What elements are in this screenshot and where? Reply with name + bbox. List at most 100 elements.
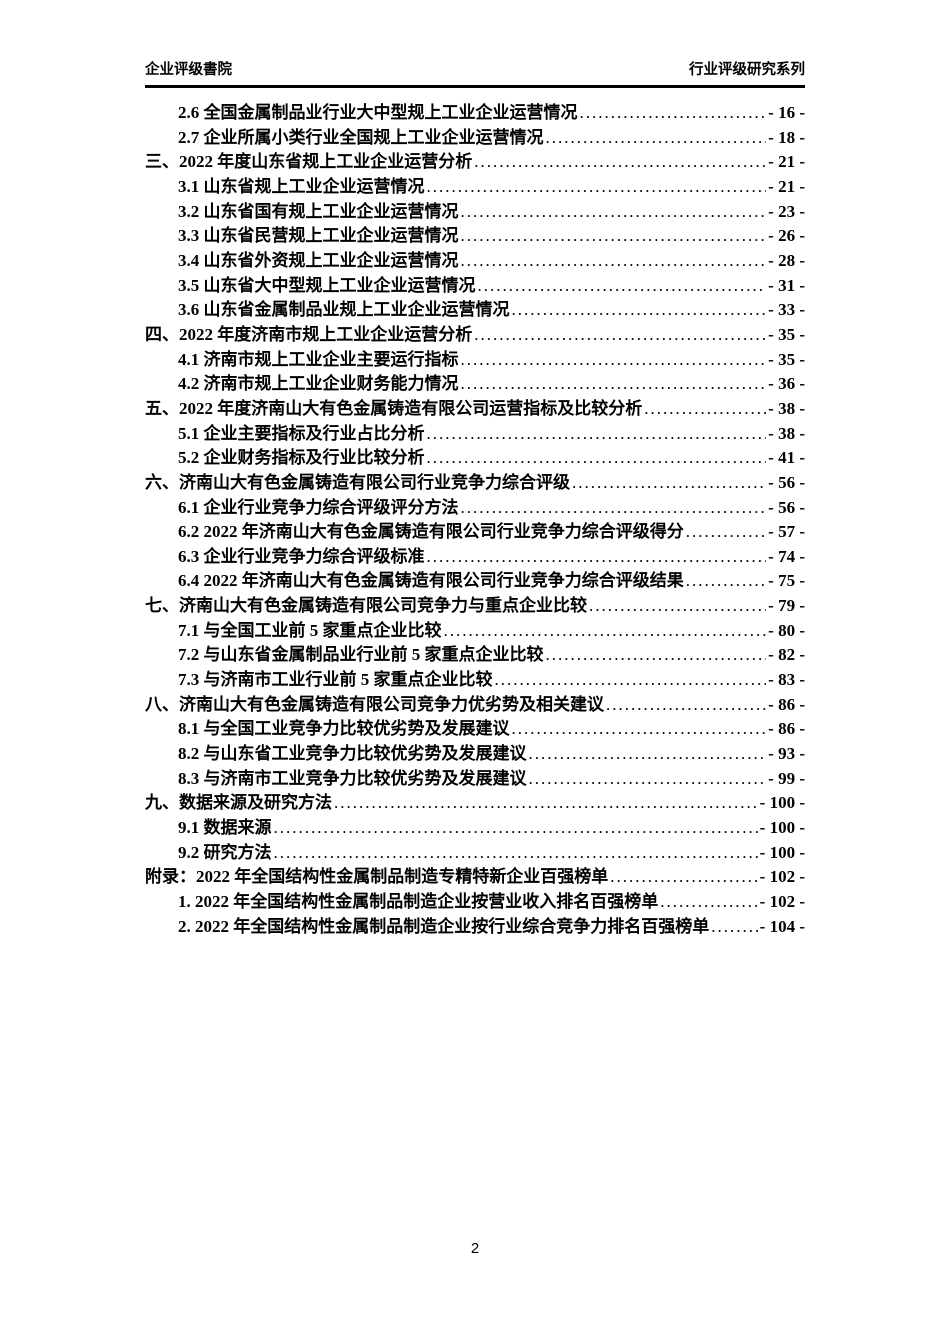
- toc-entry-page: - 35 -: [768, 349, 805, 369]
- page-number: 2: [470, 1240, 480, 1257]
- toc-entry-title: 5.1 企业主要指标及行业占比分析: [178, 423, 425, 443]
- dot-leader: ........................................…: [511, 719, 767, 739]
- toc-entry[interactable]: 3.1 山东省规上工业企业运营情况 ......................…: [145, 175, 805, 200]
- toc-entry-title: 3.6 山东省金属制品业规上工业企业运营情况: [178, 300, 510, 320]
- toc-entry[interactable]: 8.1 与全国工业竞争力比较优劣势及发展建议 .................…: [145, 717, 805, 742]
- toc-entry-title: 9.2 研究方法: [178, 842, 272, 862]
- toc-entry[interactable]: 九、数据来源及研究方法 ............................…: [145, 791, 805, 816]
- dot-leader: ........................................…: [589, 596, 766, 616]
- toc-entry-page: - 93 -: [768, 744, 805, 764]
- toc-entry[interactable]: 4.1 济南市规上工业企业主要运行指标 ....................…: [145, 348, 805, 373]
- toc-entry[interactable]: 7.2 与山东省金属制品业行业前 5 家重点企业比较 .............…: [145, 643, 805, 668]
- header-left-title: 企业评级書院: [145, 62, 232, 78]
- toc-entry[interactable]: 六、济南山大有色金属铸造有限公司行业竞争力综合评级 ..............…: [145, 471, 805, 496]
- dot-leader: ........................................…: [644, 398, 766, 418]
- toc-entry-title: 四、2022 年度济南市规上工业企业运营分析: [145, 324, 473, 344]
- toc-entry-title: 8.3 与济南市工业竞争力比较优劣势及发展建议: [178, 768, 527, 788]
- toc-entry[interactable]: 2. 2022 年全国结构性金属制品制造企业按行业综合竞争力排名百强榜单 ...…: [145, 915, 805, 940]
- toc-entry[interactable]: 5.2 企业财务指标及行业比较分析 ......................…: [145, 446, 805, 471]
- toc-entry[interactable]: 3.3 山东省民营规上工业企业运营情况 ....................…: [145, 224, 805, 249]
- toc-entry[interactable]: 8.2 与山东省工业竞争力比较优劣势及发展建议 ................…: [145, 742, 805, 767]
- toc-entry[interactable]: 3.2 山东省国有规上工业企业运营情况 ....................…: [145, 200, 805, 225]
- toc-entry-title: 8.2 与山东省工业竞争力比较优劣势及发展建议: [178, 744, 527, 764]
- toc-entry[interactable]: 附录：2022 年全国结构性金属制品制造专精特新企业百强榜单 .........…: [145, 865, 805, 890]
- toc-entry-page: - 18 -: [768, 127, 805, 147]
- toc-entry-page: - 16 -: [768, 103, 805, 122]
- content-area: 企业评级書院 行业评级研究系列 2.6 全国金属制品业行业大中型规上工业企业运营…: [145, 58, 805, 939]
- toc-entry-page: - 36 -: [768, 374, 805, 394]
- toc-entry-title: 4.1 济南市规上工业企业主要运行指标: [178, 349, 459, 369]
- toc-entry[interactable]: 7.1 与全国工业前 5 家重点企业比较 ...................…: [145, 619, 805, 644]
- dot-leader: ........................................…: [528, 768, 767, 788]
- toc-entry-page: - 35 -: [768, 324, 805, 344]
- toc-entry-page: - 41 -: [768, 448, 805, 468]
- toc-entry-title: 九、数据来源及研究方法: [145, 793, 332, 813]
- toc-entry-title: 八、济南山大有色金属铸造有限公司竞争力优劣势及相关建议: [145, 694, 604, 714]
- page-header: 企业评级書院 行业评级研究系列: [145, 58, 805, 88]
- page-footer: 2: [0, 1240, 950, 1257]
- toc-entry-title: 2.6 全国金属制品业行业大中型规上工业企业运营情况: [178, 103, 578, 122]
- dot-leader: ........................................…: [610, 867, 758, 887]
- dot-leader: ........................................…: [426, 423, 767, 443]
- toc-entry[interactable]: 6.3 企业行业竞争力综合评级标准 ......................…: [145, 545, 805, 570]
- toc-entry-title: 三、2022 年度山东省规上工业企业运营分析: [145, 152, 473, 172]
- toc-entry-page: - 86 -: [768, 719, 805, 739]
- header-right-title: 行业评级研究系列: [689, 62, 805, 78]
- dot-leader: ........................................…: [474, 152, 767, 172]
- dot-leader: ........................................…: [426, 546, 767, 566]
- toc-entry-page: - 56 -: [768, 497, 805, 517]
- dot-leader: ........................................…: [494, 670, 767, 690]
- toc-entry-page: - 74 -: [768, 546, 805, 566]
- toc-entry[interactable]: 7.3 与济南市工业行业前 5 家重点企业比较 ................…: [145, 668, 805, 693]
- toc-entry-title: 3.1 山东省规上工业企业运营情况: [178, 176, 425, 196]
- toc-entry-title: 1. 2022 年全国结构性金属制品制造企业按营业收入排名百强榜单: [178, 892, 659, 911]
- toc-entry[interactable]: 6.2 2022 年济南山大有色金属铸造有限公司行业竞争力综合评级得分 ....…: [145, 520, 805, 545]
- toc-entry-page: - 21 -: [768, 176, 805, 196]
- toc-entry-page: - 26 -: [768, 226, 805, 246]
- toc-entry[interactable]: 三、2022 年度山东省规上工业企业运营分析 .................…: [145, 150, 805, 175]
- dot-leader: ........................................…: [273, 842, 758, 862]
- dot-leader: ........................................…: [685, 571, 766, 591]
- toc-entry-title: 8.1 与全国工业竞争力比较优劣势及发展建议: [178, 719, 510, 739]
- toc-entry-page: - 57 -: [768, 522, 805, 542]
- toc-entry[interactable]: 四、2022 年度济南市规上工业企业运营分析 .................…: [145, 323, 805, 348]
- toc-entry-page: - 82 -: [768, 645, 805, 665]
- toc-entry[interactable]: 2.6 全国金属制品业行业大中型规上工业企业运营情况 .............…: [145, 101, 805, 126]
- toc-entry[interactable]: 8.3 与济南市工业竞争力比较优劣势及发展建议 ................…: [145, 767, 805, 792]
- dot-leader: ........................................…: [460, 226, 767, 246]
- dot-leader: ........................................…: [334, 793, 758, 813]
- toc-entry[interactable]: 6.4 2022 年济南山大有色金属铸造有限公司行业竞争力综合评级结果 ....…: [145, 569, 805, 594]
- toc-entry-page: - 75 -: [768, 571, 805, 591]
- toc-entry-page: - 104 -: [759, 916, 805, 936]
- toc-entry[interactable]: 2.7 企业所属小类行业全国规上工业企业运营情况 ...............…: [145, 126, 805, 151]
- dot-leader: ........................................…: [460, 374, 767, 394]
- toc-entry[interactable]: 3.5 山东省大中型规上工业企业运营情况 ...................…: [145, 274, 805, 299]
- toc-entry-title: 七、济南山大有色金属铸造有限公司竞争力与重点企业比较: [145, 596, 587, 616]
- toc-entry-page: - 38 -: [768, 423, 805, 443]
- toc-entry[interactable]: 3.4 山东省外资规上工业企业运营情况 ....................…: [145, 249, 805, 274]
- toc-entry[interactable]: 4.2 济南市规上工业企业财务能力情况 ....................…: [145, 372, 805, 397]
- dot-leader: ........................................…: [711, 916, 757, 936]
- dot-leader: ........................................…: [660, 892, 757, 911]
- toc-entry[interactable]: 3.6 山东省金属制品业规上工业企业运营情况 .................…: [145, 298, 805, 323]
- toc-entry-title: 六、济南山大有色金属铸造有限公司行业竞争力综合评级: [145, 472, 570, 492]
- toc-entry[interactable]: 5.1 企业主要指标及行业占比分析 ......................…: [145, 422, 805, 447]
- toc-entry-title: 6.1 企业行业竞争力综合评级评分方法: [178, 497, 459, 517]
- toc-entry-page: - 100 -: [759, 793, 805, 813]
- toc-entry[interactable]: 1. 2022 年全国结构性金属制品制造企业按营业收入排名百强榜单 ......…: [145, 890, 805, 915]
- toc-entry[interactable]: 6.1 企业行业竞争力综合评级评分方法 ....................…: [145, 496, 805, 521]
- dot-leader: ........................................…: [474, 324, 767, 344]
- toc-entry[interactable]: 9.2 研究方法 ...............................…: [145, 841, 805, 866]
- dot-leader: ........................................…: [511, 300, 767, 320]
- toc-entry[interactable]: 五、2022 年度济南山大有色金属铸造有限公司运营指标及比较分析 .......…: [145, 397, 805, 422]
- toc-entry[interactable]: 七、济南山大有色金属铸造有限公司竞争力与重点企业比较 .............…: [145, 594, 805, 619]
- toc-entry[interactable]: 八、济南山大有色金属铸造有限公司竞争力优劣势及相关建议 ............…: [145, 693, 805, 718]
- toc-entry-page: - 28 -: [768, 250, 805, 270]
- dot-leader: ........................................…: [273, 818, 758, 838]
- toc-entry-title: 7.2 与山东省金属制品业行业前 5 家重点企业比较: [178, 645, 544, 665]
- dot-leader: ........................................…: [477, 275, 767, 295]
- toc-entry-page: - 100 -: [759, 818, 805, 838]
- toc-entry-page: - 80 -: [768, 620, 805, 640]
- toc-entry[interactable]: 9.1 数据来源 ...............................…: [145, 816, 805, 841]
